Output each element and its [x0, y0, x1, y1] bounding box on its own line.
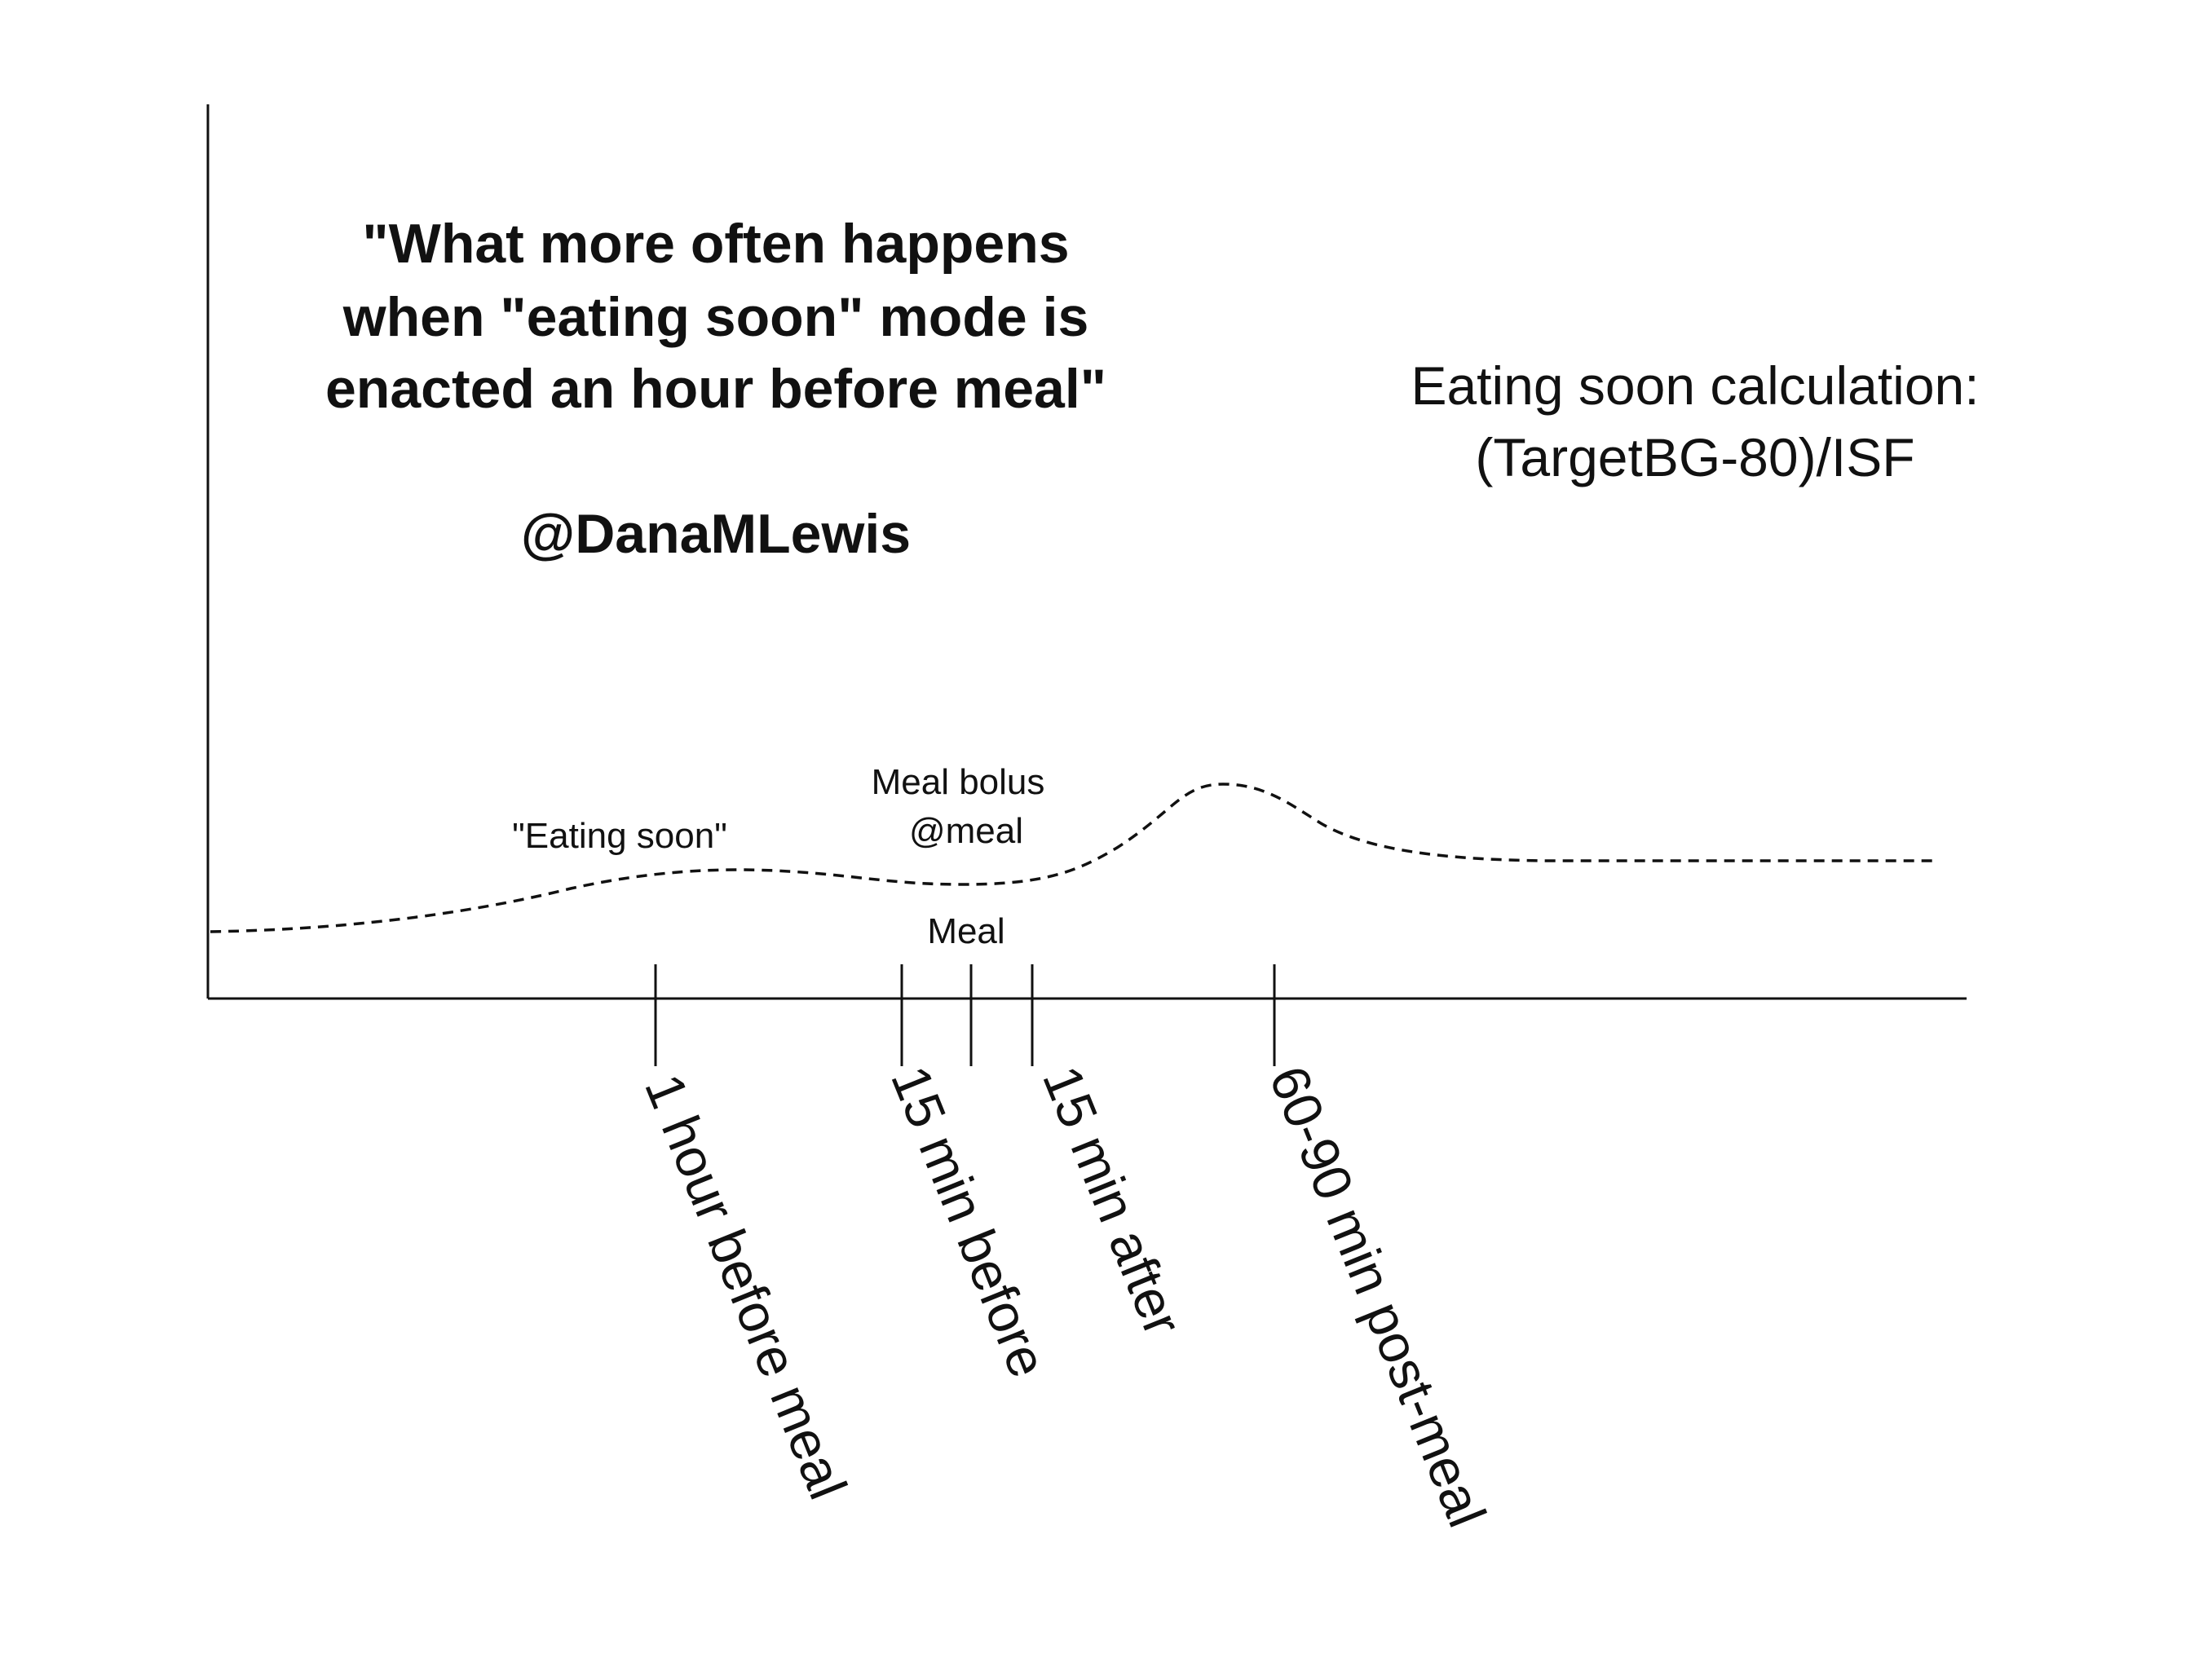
title-line-2: when "eating soon" mode is: [342, 286, 1089, 348]
calculation-line-2: (TargetBG-80)/ISF: [1475, 427, 1914, 487]
label-60-90-min-post-meal: 60-90 min post-meal: [1258, 1058, 1498, 1536]
meal-bolus-annotation-line-1: Meal bolus: [872, 762, 1045, 802]
meal-bolus-annotation-line-2: @meal: [909, 811, 1023, 851]
diagram-title: "What more often happens when "eating so…: [325, 213, 1106, 420]
label-1-hour-before-meal: 1 hour before meal: [634, 1066, 859, 1507]
author-handle: @DanaMLewis: [521, 503, 911, 565]
label-15-min-after: 15 min after: [1031, 1058, 1194, 1344]
calculation-note: Eating soon calculation: (TargetBG-80)/I…: [1411, 355, 1979, 487]
calculation-line-1: Eating soon calculation:: [1411, 355, 1979, 416]
label-15-min-before: 15 min before: [880, 1058, 1059, 1386]
title-line-3: enacted an hour before meal": [325, 358, 1106, 420]
eating-soon-annotation: "Eating soon": [512, 816, 727, 856]
meal-annotation: Meal: [927, 911, 1004, 951]
glucose-curve: [210, 783, 1932, 933]
title-line-1: "What more often happens: [362, 213, 1069, 275]
